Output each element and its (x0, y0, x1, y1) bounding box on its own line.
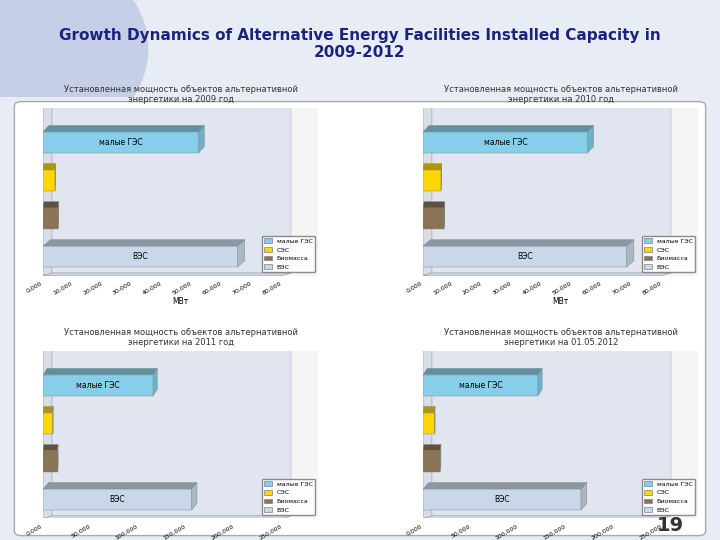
Polygon shape (199, 125, 204, 153)
Polygon shape (423, 102, 432, 275)
Polygon shape (43, 407, 53, 413)
Legend: малые ГЭС, СЭС, Биомасса, ВЭС: малые ГЭС, СЭС, Биомасса, ВЭС (642, 236, 696, 272)
Legend: малые ГЭС, СЭС, Биомасса, ВЭС: малые ГЭС, СЭС, Биомасса, ВЭС (262, 236, 315, 272)
Polygon shape (423, 444, 441, 451)
Text: малые ГЭС: малые ГЭС (99, 138, 143, 147)
Ellipse shape (0, 0, 148, 136)
Bar (423, 489, 581, 510)
Title: Установленная мощность объектов альтернативной
энергетики на 2011 год: Установленная мощность объектов альтерна… (64, 328, 298, 347)
Polygon shape (52, 345, 291, 516)
FancyBboxPatch shape (14, 102, 706, 536)
Text: малые ГЭС: малые ГЭС (484, 138, 527, 147)
Polygon shape (423, 516, 671, 518)
Polygon shape (238, 240, 245, 267)
Bar (423, 246, 626, 267)
Polygon shape (423, 240, 634, 246)
Bar (43, 246, 238, 267)
Polygon shape (588, 125, 593, 153)
Bar (43, 451, 58, 472)
Bar (43, 375, 153, 396)
Legend: малые ГЭС, СЭС, Биомасса, ВЭС: малые ГЭС, СЭС, Биомасса, ВЭС (642, 478, 696, 515)
Polygon shape (43, 273, 291, 275)
Polygon shape (423, 201, 445, 208)
Legend: малые ГЭС, СЭС, Биомасса, ВЭС: малые ГЭС, СЭС, Биомасса, ВЭС (262, 478, 315, 515)
Polygon shape (192, 483, 197, 510)
Text: малые ГЭС: малые ГЭС (459, 381, 503, 390)
Text: ВЭС: ВЭС (517, 252, 533, 261)
Polygon shape (432, 345, 671, 516)
Polygon shape (444, 201, 445, 229)
Text: Growth Dynamics of Alternative Energy Facilities Installed Capacity in
2009-2012: Growth Dynamics of Alternative Energy Fa… (59, 28, 661, 60)
Polygon shape (423, 345, 432, 518)
Polygon shape (153, 368, 157, 396)
Bar (43, 132, 199, 153)
X-axis label: МВт: МВт (173, 297, 189, 306)
Polygon shape (423, 483, 587, 489)
Polygon shape (423, 125, 593, 132)
Text: ВЭС: ВЭС (495, 495, 510, 504)
Polygon shape (423, 273, 671, 275)
Polygon shape (43, 444, 58, 451)
Polygon shape (43, 516, 291, 518)
Title: Установленная мощность объектов альтернативной
энергетики на 2009 год: Установленная мощность объектов альтерна… (64, 85, 298, 104)
Polygon shape (43, 201, 59, 208)
Title: Установленная мощность объектов альтернативной
энергетики на 01.05.2012: Установленная мощность объектов альтерна… (444, 328, 678, 347)
Bar (423, 451, 441, 472)
Bar (423, 170, 441, 191)
Polygon shape (43, 240, 245, 246)
Bar (43, 413, 53, 434)
Bar (43, 208, 58, 229)
Polygon shape (423, 407, 435, 413)
Polygon shape (538, 368, 542, 396)
Text: 19: 19 (657, 516, 684, 535)
Text: ВЭС: ВЭС (109, 495, 125, 504)
Polygon shape (43, 125, 204, 132)
Polygon shape (43, 345, 52, 518)
Polygon shape (626, 240, 634, 267)
Title: Установленная мощность объектов альтернативной
энергетики на 2010 год: Установленная мощность объектов альтерна… (444, 85, 678, 104)
Bar (423, 375, 538, 396)
Bar (43, 170, 55, 191)
Bar (423, 413, 435, 434)
Bar (423, 132, 588, 153)
Polygon shape (52, 102, 291, 273)
Polygon shape (43, 102, 52, 275)
Text: малые ГЭС: малые ГЭС (76, 381, 120, 390)
Polygon shape (581, 483, 587, 510)
X-axis label: МВт: МВт (553, 297, 569, 306)
Polygon shape (43, 164, 55, 170)
Text: ВЭС: ВЭС (132, 252, 148, 261)
Polygon shape (43, 483, 197, 489)
Bar (423, 208, 444, 229)
Polygon shape (423, 164, 441, 170)
Polygon shape (423, 368, 542, 375)
Bar (43, 489, 192, 510)
Polygon shape (43, 368, 157, 375)
Polygon shape (432, 102, 671, 273)
